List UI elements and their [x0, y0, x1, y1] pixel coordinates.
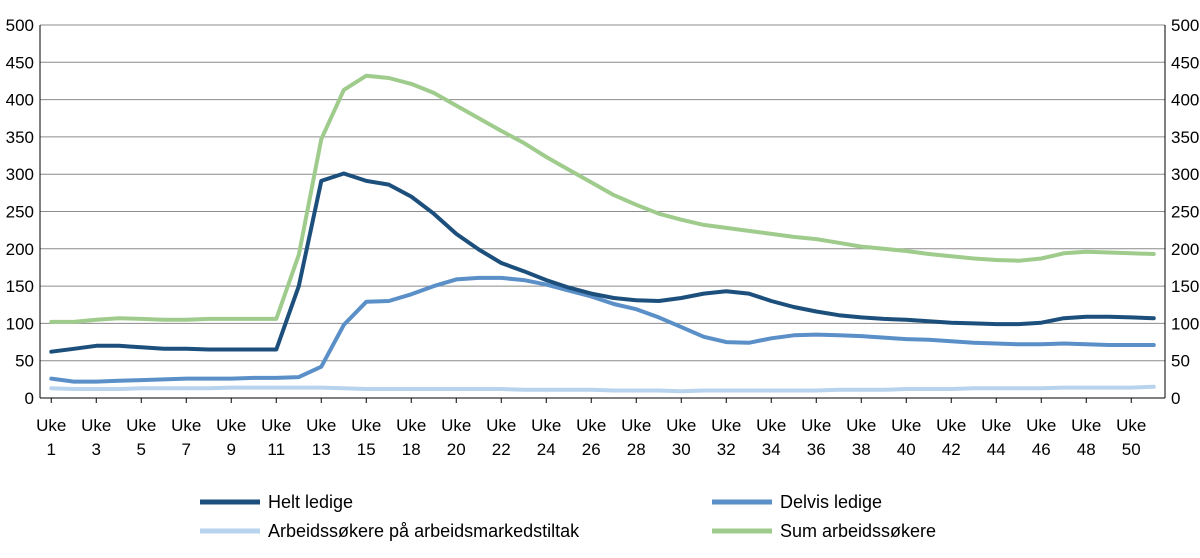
y-axis-left-ticks: 0 50 100 150 200 250 300 350 400 450 500 [6, 16, 34, 408]
series-line-2 [49, 384, 1156, 394]
x-tick-label-line1: Uke [576, 416, 606, 435]
x-tick-label-line2: 13 [312, 440, 331, 459]
y-tick-label-left: 500 [6, 16, 34, 35]
y-axis-right-ticks: 0 50 100 150 200 250 300 350 400 450 500 [1171, 16, 1199, 408]
gridlines [40, 24, 1165, 362]
x-tick-label-line1: Uke [1026, 416, 1056, 435]
y-tick-label-right: 250 [1171, 203, 1199, 222]
y-tick-label-right: 300 [1171, 165, 1199, 184]
x-tick-label-line2: 46 [1032, 440, 1051, 459]
x-tick-label-line1: Uke [981, 416, 1011, 435]
x-tick-label-line1: Uke [891, 416, 921, 435]
y-tick-label-right: 200 [1171, 240, 1199, 259]
x-tick-label-line1: Uke [126, 416, 156, 435]
x-tick-label-line1: Uke [936, 416, 966, 435]
x-tick-label-line2: 15 [357, 440, 376, 459]
y-tick-label-right: 50 [1171, 352, 1190, 371]
x-tick-label-line2: 48 [1077, 440, 1096, 459]
y-tick-label-left: 0 [25, 389, 34, 408]
legend-label: Arbeidssøkere på arbeidsmarkedstiltak [268, 521, 580, 541]
x-tick-label-line2: 22 [492, 440, 511, 459]
series-line-1 [49, 275, 1156, 384]
y-tick-label-right: 150 [1171, 277, 1199, 296]
x-tick-label-line1: Uke [396, 416, 426, 435]
x-tick-label-line2: 38 [852, 440, 871, 459]
x-tick-label-line2: 36 [807, 440, 826, 459]
y-tick-label-right: 0 [1171, 389, 1180, 408]
y-tick-label-right: 400 [1171, 91, 1199, 110]
x-tick-label-line2: 40 [897, 440, 916, 459]
x-tick-label-line1: Uke [756, 416, 786, 435]
x-tick-label-line2: 26 [582, 440, 601, 459]
x-tick-label-line1: Uke [666, 416, 696, 435]
x-tick-label-line2: 28 [627, 440, 646, 459]
y-tick-label-left: 50 [15, 352, 34, 371]
x-tick-label-line2: 42 [942, 440, 961, 459]
x-tick-label-line1: Uke [531, 416, 561, 435]
y-tick-label-left: 400 [6, 91, 34, 110]
x-tick-label-line2: 9 [227, 440, 236, 459]
series-line-3 [49, 73, 1156, 324]
x-tick-label-line2: 50 [1122, 440, 1141, 459]
x-tick-label-line2: 18 [402, 440, 421, 459]
x-tick-label-line2: 1 [47, 440, 56, 459]
x-tick-label-line2: 11 [267, 440, 285, 459]
series-lines [49, 73, 1156, 394]
y-tick-label-right: 100 [1171, 314, 1199, 333]
y-tick-label-left: 250 [6, 203, 34, 222]
x-tick-label-line1: Uke [846, 416, 876, 435]
x-tick-label-line1: Uke [351, 416, 381, 435]
y-tick-label-right: 500 [1171, 16, 1199, 35]
x-tick-label-line1: Uke [1071, 416, 1101, 435]
x-tick-label-line2: 30 [672, 440, 691, 459]
x-tick-label-line2: 3 [92, 440, 101, 459]
y-tick-label-left: 100 [6, 314, 34, 333]
x-tick-label-line2: 5 [137, 440, 146, 459]
x-axis-ticks: Uke 1 Uke 3 Uke 5 Uke 7 Uke 9 Uke 11 Uke 13 Uke 15 Uke 18… [36, 398, 1146, 459]
legend-label: Sum arbeidssøkere [780, 521, 936, 541]
legend: Helt ledige Delvis ledige Arbeidssøkere på… [200, 492, 936, 541]
x-tick-label-line2: 24 [537, 440, 556, 459]
x-tick-label-line1: Uke [36, 416, 66, 435]
x-tick-label-line2: 32 [717, 440, 736, 459]
series-line-0 [49, 171, 1156, 354]
x-tick-label-line1: Uke [81, 416, 111, 435]
x-tick-label-line2: 20 [447, 440, 466, 459]
y-tick-label-right: 450 [1171, 53, 1199, 72]
y-tick-label-left: 150 [6, 277, 34, 296]
x-tick-label-line2: 7 [182, 440, 191, 459]
y-tick-label-left: 200 [6, 240, 34, 259]
x-tick-label-line2: 44 [987, 440, 1006, 459]
x-tick-label-line1: Uke [171, 416, 201, 435]
x-tick-label-line2: 34 [762, 440, 781, 459]
x-tick-label-line1: Uke [486, 416, 516, 435]
x-tick-label-line1: Uke [801, 416, 831, 435]
y-tick-label-left: 350 [6, 128, 34, 147]
x-tick-label-line1: Uke [216, 416, 246, 435]
x-tick-label-line1: Uke [306, 416, 336, 435]
legend-label: Delvis ledige [780, 492, 882, 512]
x-tick-label-line1: Uke [1116, 416, 1146, 435]
legend-label: Helt ledige [268, 492, 353, 512]
y-tick-label-left: 300 [6, 165, 34, 184]
y-tick-label-right: 350 [1171, 128, 1199, 147]
x-tick-label-line1: Uke [261, 416, 291, 435]
y-tick-label-left: 450 [6, 53, 34, 72]
x-tick-label-line1: Uke [621, 416, 651, 435]
axes [39, 25, 1166, 399]
x-tick-label-line1: Uke [441, 416, 471, 435]
x-tick-label-line1: Uke [711, 416, 741, 435]
